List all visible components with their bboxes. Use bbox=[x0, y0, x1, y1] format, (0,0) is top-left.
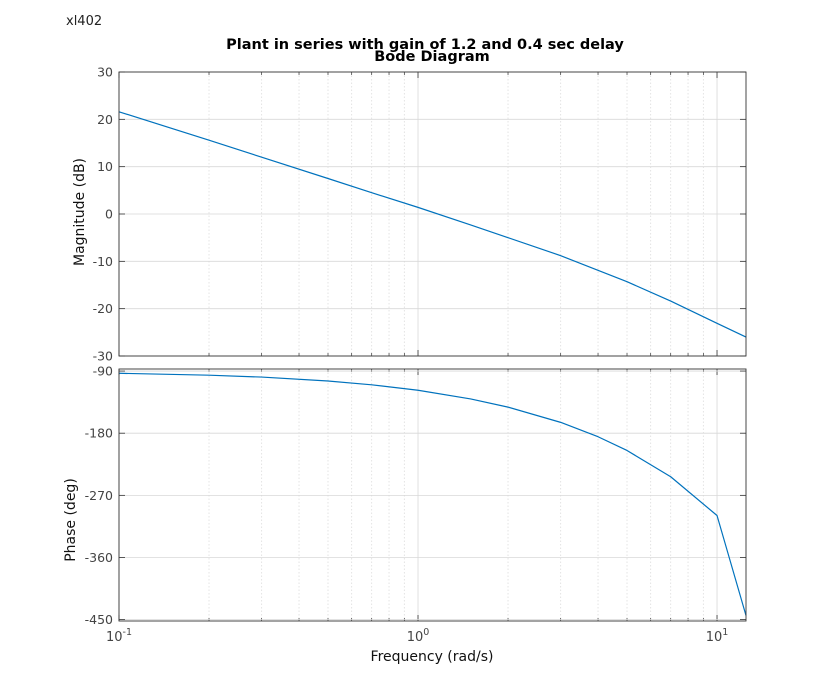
phase-x-tick-label: 10-1 bbox=[106, 627, 132, 645]
phase-series-line bbox=[118, 372, 747, 616]
magnitude-y-tick-label: 0 bbox=[105, 207, 113, 222]
corner-label: xl402 bbox=[66, 14, 103, 29]
phase-x-tick-label: 100 bbox=[407, 627, 430, 645]
phase-y-tick-label: -360 bbox=[85, 550, 113, 565]
phase-xlabel: Frequency (rad/s) bbox=[371, 649, 494, 665]
figure-title: Plant in series with gain of 1.2 and 0.4… bbox=[226, 37, 624, 53]
magnitude-axes-box bbox=[118, 71, 747, 357]
phase-axes: -90 -180 -270 -360 -450 Phase (deg) 10-1 100 101… bbox=[63, 364, 747, 665]
magnitude-y-tick-label: 30 bbox=[97, 65, 113, 80]
phase-ylabel: Phase (deg) bbox=[63, 478, 79, 562]
magnitude-y-tick-label: -10 bbox=[93, 254, 113, 269]
magnitude-series-line bbox=[118, 111, 747, 338]
magnitude-ylabel: Magnitude (dB) bbox=[72, 158, 88, 266]
phase-y-tick-label: -180 bbox=[85, 426, 113, 441]
magnitude-axes: -30 -20 -10 0 10 20 30 Magnitude (dB) bbox=[72, 65, 747, 364]
magnitude-y-tick-label: 10 bbox=[97, 159, 113, 174]
magnitude-y-tick-label: -20 bbox=[93, 301, 113, 316]
magnitude-y-tick-label: -30 bbox=[93, 349, 113, 364]
phase-x-tick-label: 101 bbox=[706, 627, 729, 645]
phase-y-tick-label: -450 bbox=[85, 612, 113, 627]
phase-axes-box bbox=[118, 368, 747, 622]
magnitude-y-tick-label: 20 bbox=[97, 112, 113, 127]
phase-y-tick-label: -90 bbox=[93, 364, 113, 379]
phase-y-tick-label: -270 bbox=[85, 488, 113, 503]
figure-subtitle: Bode Diagram bbox=[374, 49, 490, 65]
